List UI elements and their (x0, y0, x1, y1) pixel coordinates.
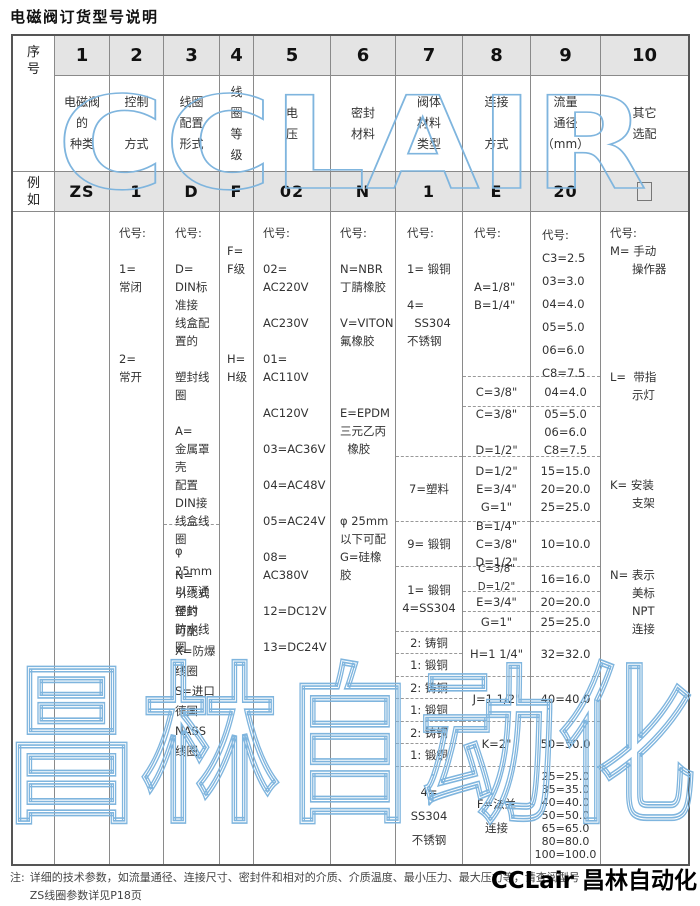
connection-group: C=3/8" (463, 377, 530, 407)
col-desc-flow-diameter: 流量 通径 （mm） (531, 76, 601, 172)
flow-diameter-group: 15=15.0 20=20.0 25=25.0 (531, 457, 600, 522)
connection-group: D=1/2" E=3/4" G=1" (463, 457, 530, 522)
col-desc-connection: 连接 方式 (463, 76, 531, 172)
col-number-3: 3 (164, 36, 220, 76)
flow-diameter-group: 05=5.0 06=6.0 C8=7.5 (531, 407, 600, 457)
connection-group: H=1 1/4" (463, 632, 530, 677)
col-number-2: 2 (110, 36, 164, 76)
codes-body-material: 代号: 1= 锻铜 4= SS304 不锈钢 7=塑料 9= 锻铜 1= 锻铜 … (396, 212, 463, 864)
example-code-3: D (164, 172, 220, 212)
example-code-4: F (220, 172, 254, 212)
example-code-1: ZS (55, 172, 110, 212)
codes-flow-diameter: 代号: C3=2.5 03=3.0 04=4.0 05=5.0 06=6.0 C… (531, 212, 601, 864)
col-number-6: 6 (331, 36, 396, 76)
example-code-8: E (463, 172, 531, 212)
codes-coil-class: F= F级 H= H级 (220, 212, 254, 864)
body-material-group: 4= SS304 不锈钢 (410, 784, 448, 847)
col-desc-coil-config: 线圈 配置 形式 (164, 76, 220, 172)
col-desc-body-material: 阀体 材料 类型 (396, 76, 463, 172)
connection-group: K=2" (463, 722, 530, 767)
footnote: 注: 详细的技术参数，如流量通径、连接尺寸、密封件和相对的介质、介质温度、最小压… (10, 869, 695, 905)
col-number-4: 4 (220, 36, 254, 76)
col-desc-options: 其它 选配 (601, 76, 688, 172)
model-code-table: 序 号 1 2 3 4 5 6 7 8 9 10 电磁阀 的 种类 控制 方式 … (11, 34, 690, 866)
coil-config-main: 代号: D= DIN标准接 线盒配置的 塑封线圈 A= 金属罩壳 配置DIN接 … (164, 212, 219, 654)
col-number-10: 10 (601, 36, 688, 76)
body-material-group: 1= 锻铜 4=SS304 (396, 567, 462, 632)
footnote-prefix: 注: (10, 871, 25, 884)
flow-diameter-group: 50=50.0 (531, 722, 600, 767)
example-code-6: N (331, 172, 396, 212)
body-material-group: 2: 铸铜 (396, 632, 462, 654)
example-code-2: 1 (110, 172, 164, 212)
example-code-5: 02 (254, 172, 331, 212)
brand-logo: CCLair 昌林自动化 (490, 868, 697, 894)
col-number-5: 5 (254, 36, 331, 76)
body-material-group: 2: 铸铜 (396, 722, 462, 744)
flow-diameter-group: 40=40.0 (531, 677, 600, 722)
col-desc-voltage: 电 压 (254, 76, 331, 172)
body-material-group: 1: 锻铜 (396, 654, 462, 677)
example-code-10 (601, 172, 688, 212)
connection-group: C=3/8" D=1/2" (463, 564, 530, 593)
body-col1-empty (55, 212, 110, 864)
body-material-group: 7=塑料 (396, 457, 462, 522)
col-desc-valve-type: 电磁阀 的 种类 (55, 76, 110, 172)
col-number-9: 9 (531, 36, 601, 76)
codes-seal-material: 代号: N=NBR 丁腈橡胶 V=VITON 氟橡胶 E=EPDM 三元乙丙 橡… (331, 212, 396, 864)
col-number-7: 7 (396, 36, 463, 76)
codes-options: 代号: M= 手动 操作器 L= 带指 示灯 K= 安装 支架 N= 表示 美标… (610, 226, 667, 636)
example-code-7: 1 (396, 172, 463, 212)
footnote-text: 详细的技术参数，如流量通径、连接尺寸、密封件和相对的介质、介质温度、最小压力、最… (29, 871, 580, 902)
connection-group: F=法兰 连接 (476, 796, 517, 835)
connection-group: J=1 1/2" (463, 677, 530, 722)
body-material-group: 1: 锻铜 (396, 699, 462, 722)
flow-diameter-group: 04=4.0 (531, 377, 600, 407)
page-title: 电磁阀订货型号说明 (10, 8, 159, 26)
col-desc-control-mode: 控制 方式 (110, 76, 164, 172)
connection-group: C=3/8" D=1/2" (463, 407, 530, 457)
example-header: 例 如 (13, 172, 55, 212)
col-number-1: 1 (55, 36, 110, 76)
connection-group: E=3/4" (463, 592, 530, 612)
codes-voltage: 代号: 02= AC220V AC230V 01= AC110V AC120V … (254, 212, 331, 864)
connection-group: 代号: A=1/8" B=1/4" (463, 212, 530, 377)
codes-connection: 代号: A=1/8" B=1/4" C=3/8" C=3/8" D=1/2" D… (463, 212, 531, 864)
flow-diameter-group: 32=32.0 (531, 632, 600, 677)
flow-diameter-group: 10=10.0 (531, 522, 600, 567)
connection-group: B=1/4" C=3/8" D=1/2" (463, 519, 530, 569)
codes-control-mode: 代号: 1= 常闭 2= 常开 (110, 212, 164, 864)
flow-diameter-group: 25=25.0 (531, 612, 600, 632)
connection-group: G=1" (463, 612, 530, 632)
col-desc-seal-material: 密封 材料 (331, 76, 396, 172)
seq-header: 序 号 (13, 36, 55, 172)
body-material-group: 1: 锻铜 (396, 744, 462, 767)
col-number-8: 8 (463, 36, 531, 76)
example-blank-box (637, 182, 652, 201)
col-desc-coil-class: 线 圈 等 级 (220, 76, 254, 172)
flow-diameter-group: 16=16.0 (531, 567, 600, 592)
flow-diameter-group: 代号: C3=2.5 03=3.0 04=4.0 05=5.0 06=6.0 C… (531, 212, 600, 380)
flow-diameter-group: 20=20.0 (531, 592, 600, 612)
body-material-group: 2: 铸铜 (396, 677, 462, 699)
example-code-9: 20 (531, 172, 601, 212)
coil-config-under-25mm: φ 25mm 以下通径的 可配: X=防爆 线圈 S=进口 德国 NASS 线圈 (175, 544, 216, 758)
body-material-group: 9= 锻铜 (396, 522, 462, 567)
flow-diameter-group: 25=25.0 35=35.0 40=40.0 50=50.0 65=65.0 … (534, 770, 597, 861)
body-seq-empty (13, 212, 55, 864)
codes-coil-config: 代号: D= DIN标准接 线盒配置的 塑封线圈 A= 金属罩壳 配置DIN接 … (164, 212, 220, 864)
body-material-group: 代号: 1= 锻铜 4= SS304 不锈钢 (396, 212, 462, 457)
